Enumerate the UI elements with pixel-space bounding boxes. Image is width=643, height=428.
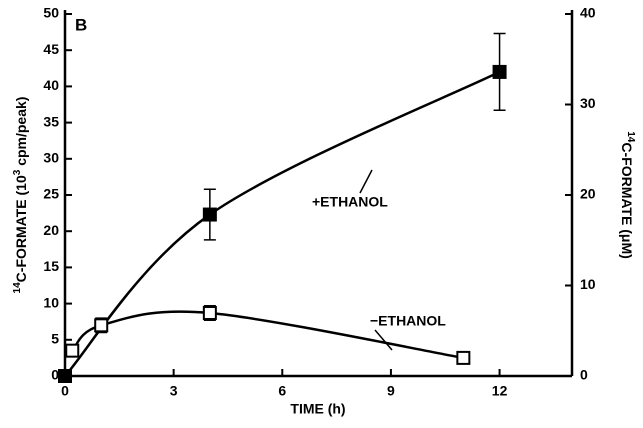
y-tick-label: 40 (43, 77, 59, 93)
x-tick-label: 9 (387, 383, 395, 399)
series-label: −ETHANOL (370, 313, 446, 329)
y-tick-label: 15 (43, 258, 59, 274)
y-tick-label: 25 (43, 186, 59, 202)
y2-tick-label: 40 (580, 5, 596, 21)
y2-tick-label: 20 (580, 186, 596, 202)
panel-label: B (75, 15, 87, 34)
y-tick-label: 20 (43, 222, 59, 238)
marker (492, 64, 507, 79)
marker (94, 318, 109, 333)
y-tick-label: 10 (43, 294, 59, 310)
marker (58, 369, 72, 383)
y2-axis-label: 14C-FORMATE (μM) (619, 131, 636, 259)
y-tick-label: 35 (43, 113, 59, 129)
y-label-part: C-FORMATE (10 (13, 175, 29, 282)
marker (202, 207, 217, 222)
y-label-part: cpm/peak) (13, 97, 29, 170)
x-tick-label: 0 (61, 383, 69, 399)
x-axis-label: TIME (h) (290, 401, 345, 417)
y2-tick-label: 10 (580, 276, 596, 292)
leader (359, 169, 373, 194)
x-tick-label: 12 (492, 383, 508, 399)
marker (202, 306, 217, 321)
y2-label-part: C-FORMATE (μM) (619, 142, 635, 258)
marker (65, 343, 80, 358)
y-label-part: 14 (12, 282, 23, 294)
y-tick-label: 0 (51, 367, 59, 383)
y2-tick-label: 30 (580, 95, 596, 111)
x-tick-label: 6 (278, 383, 286, 399)
y-tick-label: 5 (51, 331, 59, 347)
y-label-part: 3 (12, 169, 23, 175)
y-tick-label: 30 (43, 150, 59, 166)
curve (64, 70, 501, 377)
y2-label-part: 14 (625, 131, 636, 143)
leader (374, 329, 393, 351)
x-tick-label: 3 (170, 383, 178, 399)
y-tick-label: 45 (43, 41, 59, 57)
y2-tick-label: 0 (580, 367, 588, 383)
series-label: +ETHANOL (312, 194, 388, 210)
y-tick-label: 50 (43, 5, 59, 21)
y-axis-label: 14C-FORMATE (103 cpm/peak) (12, 97, 29, 294)
marker (456, 350, 471, 365)
